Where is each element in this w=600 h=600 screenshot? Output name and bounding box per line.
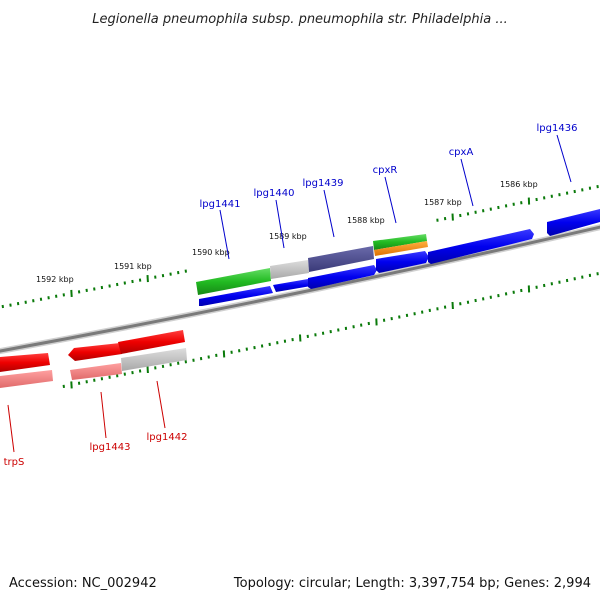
leader-lpg1436 xyxy=(556,134,572,183)
annotation-track-lower xyxy=(0,348,187,388)
feature-trpS xyxy=(0,370,53,388)
gene-label-lpg1440[interactable]: lpg1440 xyxy=(254,188,295,199)
gene-label-cpxR[interactable]: cpxR xyxy=(373,165,398,176)
ruler-label: 1588 kbp xyxy=(347,216,385,225)
feature-lpg1443 xyxy=(70,363,122,380)
ruler-lower-track xyxy=(62,272,599,389)
feature-cpxR-green xyxy=(373,234,427,250)
gene-label-lpg1436[interactable]: lpg1436 xyxy=(537,123,578,134)
leader-cpxA xyxy=(460,158,474,207)
gene-cpxA[interactable] xyxy=(428,229,534,264)
feature-lpg1440 xyxy=(270,260,309,279)
gene-cpxR[interactable] xyxy=(376,251,429,273)
gene-lpg1443[interactable] xyxy=(68,343,122,361)
ruler-label: 1589 kbp xyxy=(269,232,307,241)
gene-label-cpxA[interactable]: cpxA xyxy=(449,147,474,158)
gene-lpg1440[interactable] xyxy=(273,279,311,292)
forward-strand-genes xyxy=(199,209,600,306)
leader-lpg1443 xyxy=(100,391,107,439)
feature-lpg1441 xyxy=(196,268,271,295)
gene-labels-top: lpg1441 lpg1440 lpg1439 cpxR cpxA lpg143… xyxy=(200,123,578,210)
reverse-strand-genes xyxy=(0,330,185,372)
gene-label-lpg1443[interactable]: lpg1443 xyxy=(90,442,131,453)
gene-lpg1439[interactable] xyxy=(308,265,377,289)
label-leader-lines xyxy=(7,134,572,453)
feature-lpg1439 xyxy=(308,246,374,272)
gene-lpg1436[interactable] xyxy=(547,209,600,236)
leader-lpg1441 xyxy=(219,209,230,260)
feature-lpg1442 xyxy=(121,348,187,371)
annotation-track-upper xyxy=(196,234,428,295)
ruler-label: 1590 kbp xyxy=(192,248,230,257)
ruler-label: 1587 kbp xyxy=(424,198,462,207)
leader-lpg1439 xyxy=(323,189,335,238)
accession-text: Accession: NC_002942 xyxy=(9,576,157,591)
leader-lpg1440 xyxy=(275,199,285,249)
ruler-label: 1586 kbp xyxy=(500,180,538,189)
leader-trpS xyxy=(7,404,15,453)
ruler-label: 1592 kbp xyxy=(36,275,74,284)
gene-labels-bottom: trpS lpg1443 lpg1442 xyxy=(4,432,188,468)
gene-label-lpg1439[interactable]: lpg1439 xyxy=(303,178,344,189)
gene-label-lpg1441[interactable]: lpg1441 xyxy=(200,199,241,210)
feature-cpxR-orange xyxy=(374,241,428,256)
gene-label-trpS[interactable]: trpS xyxy=(4,457,25,468)
ruler-labels: 1592 kbp 1591 kbp 1590 kbp 1589 kbp 1588… xyxy=(36,180,538,284)
genome-summary-text: Topology: circular; Length: 3,397,754 bp… xyxy=(233,576,591,591)
ruler-label: 1591 kbp xyxy=(114,262,152,271)
gene-label-lpg1442[interactable]: lpg1442 xyxy=(147,432,188,443)
gene-lpg1442[interactable] xyxy=(118,330,185,354)
genome-backbone-core xyxy=(0,225,600,353)
ruler-upper-track xyxy=(1,184,599,309)
gene-trpS[interactable] xyxy=(0,353,50,372)
leader-lpg1442 xyxy=(156,380,166,429)
leader-cpxR xyxy=(384,176,397,224)
map-title: Legionella pneumophila subsp. pneumophil… xyxy=(92,12,508,27)
gene-lpg1441[interactable] xyxy=(199,286,273,306)
